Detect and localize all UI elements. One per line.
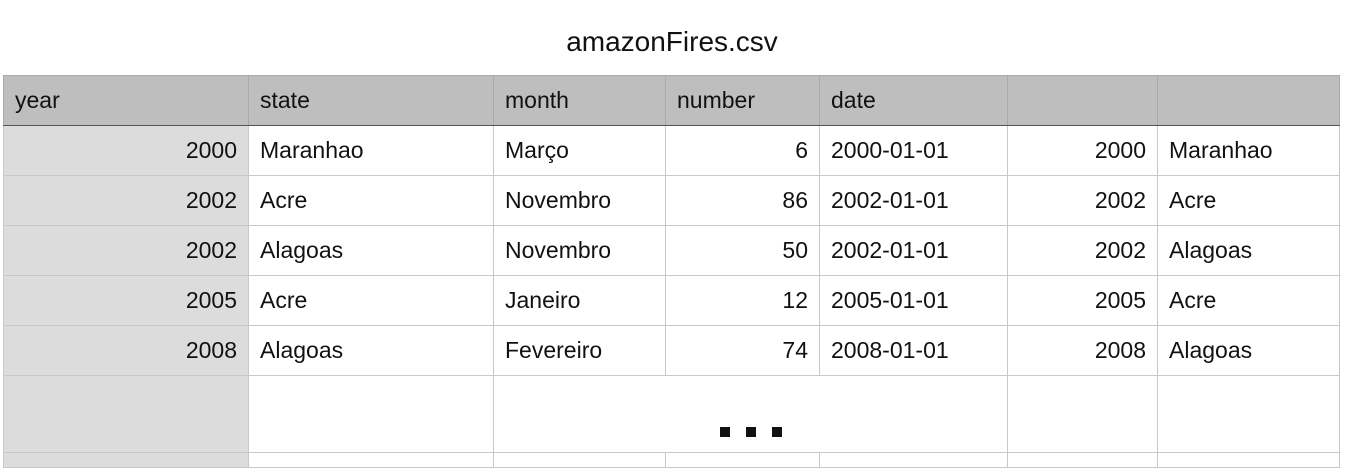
- table-cell[interactable]: [493, 452, 666, 468]
- table-cell[interactable]: 2002-01-01: [819, 175, 1008, 226]
- column-header[interactable]: [1157, 75, 1340, 126]
- table-cell[interactable]: [1007, 375, 1158, 453]
- table-cell[interactable]: 86: [665, 175, 820, 226]
- spreadsheet-table: year state month number date 2000 Maranh…: [3, 75, 1340, 468]
- table-cell[interactable]: 2005-01-01: [819, 275, 1008, 326]
- column-header[interactable]: date: [819, 75, 1008, 126]
- table-cell[interactable]: Alagoas: [1157, 225, 1340, 276]
- table-cell[interactable]: Março: [493, 125, 666, 176]
- dot-icon: [745, 427, 756, 437]
- table-cell[interactable]: Acre: [1157, 275, 1340, 326]
- table-cell[interactable]: 2000-01-01: [819, 125, 1008, 176]
- table-cell[interactable]: [1157, 375, 1340, 453]
- table-cell[interactable]: Acre: [248, 175, 494, 226]
- table-cell[interactable]: 50: [665, 225, 820, 276]
- table-cell[interactable]: Novembro: [493, 225, 666, 276]
- table-cell[interactable]: 2008: [3, 325, 249, 376]
- ellipsis-row: [3, 375, 1340, 453]
- table-cell[interactable]: Janeiro: [493, 275, 666, 326]
- table-row: 2002 Alagoas Novembro 50 2002-01-01 2002…: [3, 225, 1340, 276]
- table-cell[interactable]: Maranhao: [248, 125, 494, 176]
- table-cell[interactable]: 2002: [3, 175, 249, 226]
- table-cell[interactable]: Acre: [1157, 175, 1340, 226]
- column-header[interactable]: state: [248, 75, 494, 126]
- table-cell[interactable]: 2002: [1007, 175, 1158, 226]
- table-cell[interactable]: 74: [665, 325, 820, 376]
- table-cell[interactable]: [248, 375, 494, 453]
- column-header[interactable]: [1007, 75, 1158, 126]
- table-cell[interactable]: 6: [665, 125, 820, 176]
- table-row: 2008 Alagoas Fevereiro 74 2008-01-01 200…: [3, 325, 1340, 376]
- table-cell[interactable]: 2005: [3, 275, 249, 326]
- table-cell[interactable]: Acre: [248, 275, 494, 326]
- table-cell[interactable]: Novembro: [493, 175, 666, 226]
- table-cell[interactable]: [248, 452, 494, 468]
- partial-row: [3, 452, 1340, 468]
- table-cell[interactable]: 2002: [3, 225, 249, 276]
- table-cell[interactable]: 2008: [1007, 325, 1158, 376]
- file-title: amazonFires.csv: [566, 26, 778, 57]
- table-cell[interactable]: 2000: [3, 125, 249, 176]
- table-cell[interactable]: Maranhao: [1157, 125, 1340, 176]
- dot-icon: [771, 427, 782, 437]
- table-cell[interactable]: Fevereiro: [493, 325, 666, 376]
- ellipsis-icon: [495, 391, 1008, 437]
- column-header[interactable]: year: [3, 75, 249, 126]
- table-cell[interactable]: [3, 452, 249, 468]
- ellipsis-cell: [493, 375, 1008, 453]
- table-cell[interactable]: [1157, 452, 1340, 468]
- table-row: 2000 Maranhao Março 6 2000-01-01 2000 Ma…: [3, 125, 1340, 176]
- table-cell[interactable]: 12: [665, 275, 820, 326]
- table-cell[interactable]: 2008-01-01: [819, 325, 1008, 376]
- table-cell[interactable]: [3, 375, 249, 453]
- column-header[interactable]: number: [665, 75, 820, 126]
- dot-icon: [719, 427, 730, 437]
- table-cell[interactable]: 2002: [1007, 225, 1158, 276]
- table-cell[interactable]: [1007, 452, 1158, 468]
- table-cell[interactable]: 2000: [1007, 125, 1158, 176]
- table-row: 2002 Acre Novembro 86 2002-01-01 2002 Ac…: [3, 175, 1340, 226]
- table-cell[interactable]: 2005: [1007, 275, 1158, 326]
- table-row: 2005 Acre Janeiro 12 2005-01-01 2005 Acr…: [3, 275, 1340, 326]
- table-cell[interactable]: Alagoas: [1157, 325, 1340, 376]
- table-cell[interactable]: Alagoas: [248, 325, 494, 376]
- table-cell[interactable]: 2002-01-01: [819, 225, 1008, 276]
- table-cell[interactable]: [665, 452, 820, 468]
- table-cell[interactable]: Alagoas: [248, 225, 494, 276]
- header-row: year state month number date: [3, 75, 1340, 126]
- table-cell[interactable]: [819, 452, 1008, 468]
- column-header[interactable]: month: [493, 75, 666, 126]
